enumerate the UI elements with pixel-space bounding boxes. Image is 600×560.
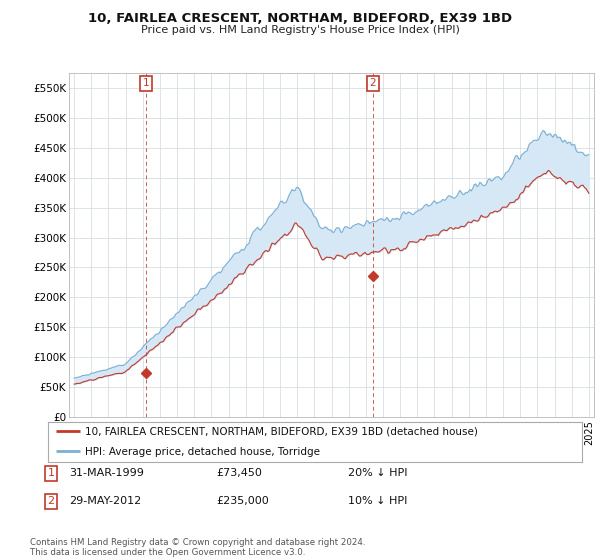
Text: Contains HM Land Registry data © Crown copyright and database right 2024.
This d: Contains HM Land Registry data © Crown c… bbox=[30, 538, 365, 557]
Text: 1: 1 bbox=[143, 78, 149, 88]
Text: 10, FAIRLEA CRESCENT, NORTHAM, BIDEFORD, EX39 1BD (detached house): 10, FAIRLEA CRESCENT, NORTHAM, BIDEFORD,… bbox=[85, 426, 478, 436]
Text: 20% ↓ HPI: 20% ↓ HPI bbox=[348, 468, 407, 478]
Text: 10% ↓ HPI: 10% ↓ HPI bbox=[348, 496, 407, 506]
Text: 10, FAIRLEA CRESCENT, NORTHAM, BIDEFORD, EX39 1BD: 10, FAIRLEA CRESCENT, NORTHAM, BIDEFORD,… bbox=[88, 12, 512, 25]
Text: Price paid vs. HM Land Registry's House Price Index (HPI): Price paid vs. HM Land Registry's House … bbox=[140, 25, 460, 35]
Text: 1: 1 bbox=[47, 468, 55, 478]
Text: 31-MAR-1999: 31-MAR-1999 bbox=[69, 468, 144, 478]
Text: 29-MAY-2012: 29-MAY-2012 bbox=[69, 496, 141, 506]
Text: £235,000: £235,000 bbox=[216, 496, 269, 506]
Text: 2: 2 bbox=[47, 496, 55, 506]
Text: £73,450: £73,450 bbox=[216, 468, 262, 478]
Text: HPI: Average price, detached house, Torridge: HPI: Average price, detached house, Torr… bbox=[85, 446, 320, 456]
Text: 2: 2 bbox=[370, 78, 376, 88]
